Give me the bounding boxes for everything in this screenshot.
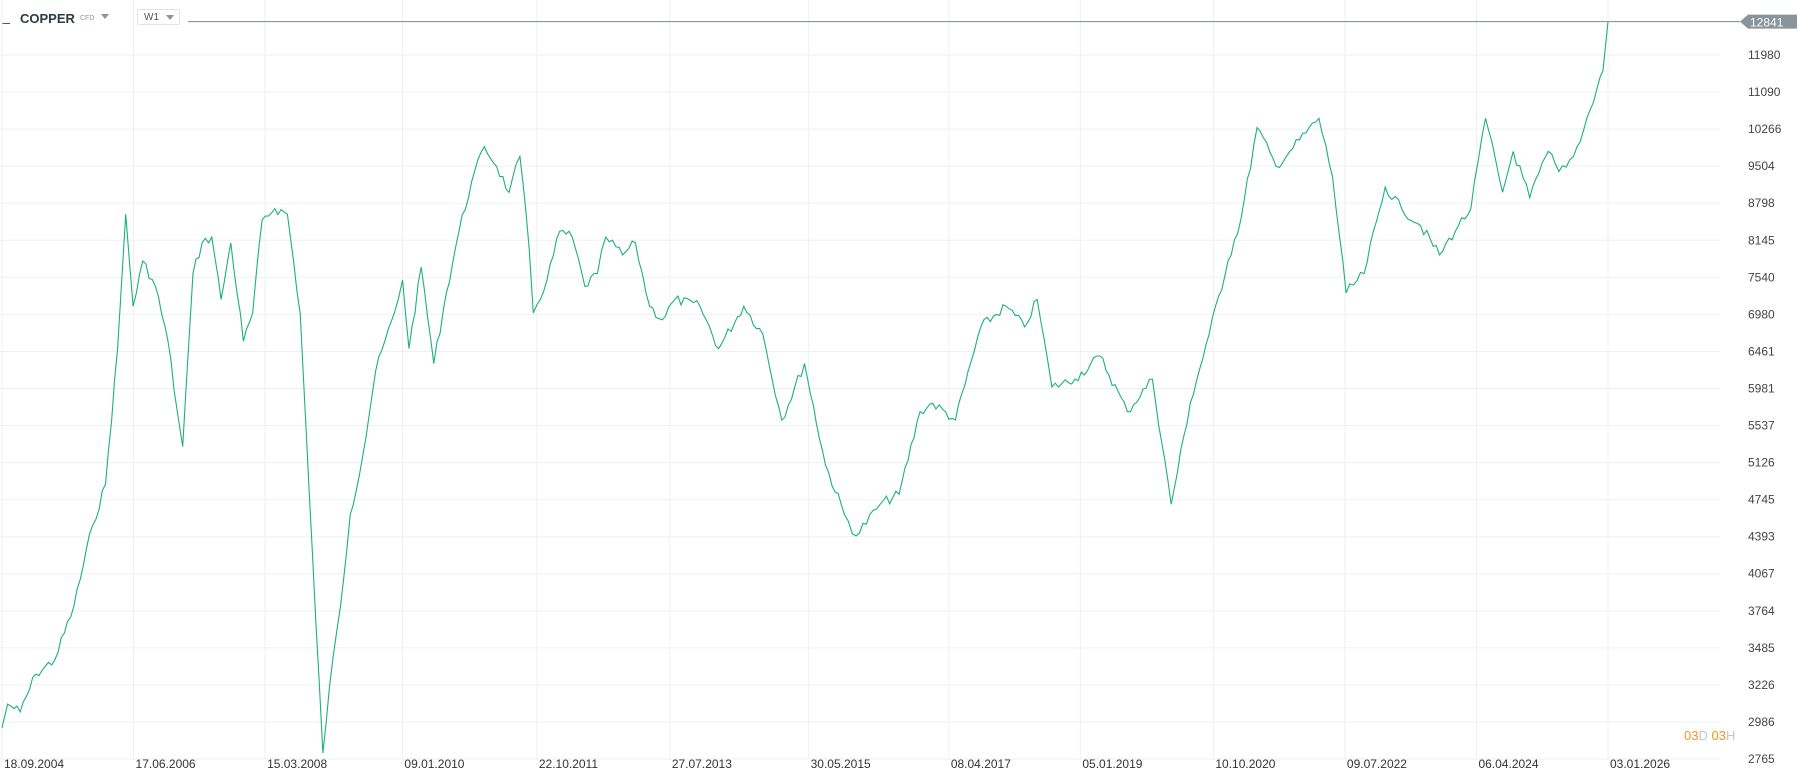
y-tick-label: 4067 — [1748, 567, 1775, 581]
x-tick-label: 17.06.2006 — [136, 757, 196, 771]
y-tick-label: 9504 — [1748, 159, 1775, 173]
x-tick-label: 27.07.2013 — [672, 757, 732, 771]
x-tick-label: 03.01.2026 — [1610, 757, 1670, 771]
candle-countdown: 03D 03H — [1684, 729, 1735, 743]
x-tick-label: 05.01.2019 — [1082, 757, 1142, 771]
y-tick-label: 8798 — [1748, 196, 1775, 210]
y-tick-label: 4393 — [1748, 530, 1775, 544]
y-tick-label: 4745 — [1748, 493, 1775, 507]
hours-value: 03 — [1711, 728, 1726, 743]
timeframe-value: W1 — [144, 12, 159, 23]
y-tick-label: 11090 — [1748, 85, 1781, 99]
y-tick-label: 5126 — [1748, 456, 1775, 470]
x-tick-label: 22.10.2011 — [539, 757, 598, 771]
x-tick-label: 30.05.2015 — [811, 757, 871, 771]
y-tick-label: 3226 — [1748, 678, 1775, 692]
chart-header: COPPER CFD W1 — [0, 0, 400, 36]
price-series-line — [1, 21, 1609, 754]
x-tick-label: 09.01.2010 — [404, 757, 464, 771]
instrument-type: CFD — [80, 15, 95, 22]
y-tick-label: 6980 — [1748, 307, 1775, 321]
days-value: 03 — [1684, 728, 1699, 743]
y-tick-label: 7540 — [1748, 270, 1775, 284]
days-unit: D — [1698, 728, 1708, 743]
divider — [2, 23, 10, 24]
symbol-name[interactable]: COPPER — [20, 11, 75, 26]
y-tick-label: 3485 — [1748, 641, 1775, 655]
x-tick-label: 18.09.2004 — [4, 757, 64, 771]
hours-unit: H — [1725, 728, 1736, 743]
y-tick-label: 5537 — [1748, 419, 1775, 433]
y-tick-label: 6461 — [1748, 344, 1775, 358]
x-tick-label: 15.03.2008 — [267, 757, 327, 771]
symbol-dropdown-icon[interactable] — [101, 14, 109, 19]
y-tick-label: 11980 — [1748, 48, 1781, 62]
timeframe-select[interactable]: W1 — [137, 9, 180, 25]
current-price-tag — [1740, 14, 1797, 29]
y-tick-label: 3764 — [1748, 604, 1775, 618]
chevron-down-icon — [166, 15, 174, 20]
x-tick-label: 06.04.2024 — [1478, 757, 1538, 771]
x-tick-label: 10.10.2020 — [1215, 757, 1275, 771]
y-tick-label: 2765 — [1748, 752, 1775, 766]
x-tick-label: 09.07.2022 — [1347, 757, 1407, 771]
y-tick-label: 10266 — [1748, 122, 1782, 136]
y-tick-label: 5981 — [1748, 382, 1775, 396]
current-price-label: 12841 — [1750, 16, 1784, 30]
y-tick-label: 8145 — [1748, 233, 1775, 247]
y-tick-label: 2986 — [1748, 715, 1775, 729]
x-tick-label: 08.04.2017 — [951, 757, 1011, 771]
